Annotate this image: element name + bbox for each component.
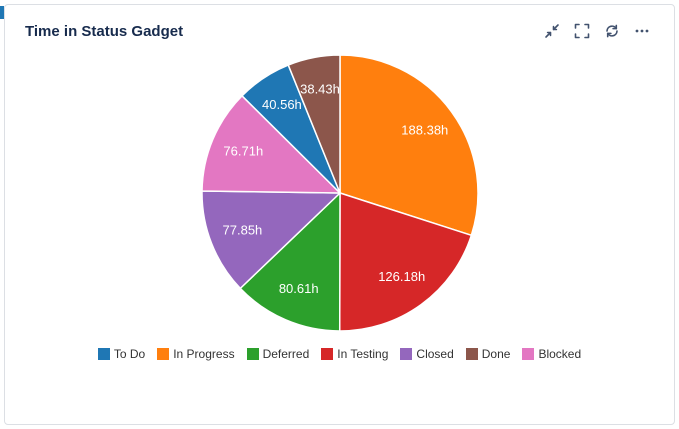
pie-slice-value-in-progress: 188.38h (401, 123, 448, 138)
pie-slice-value-done: 38.43h (300, 81, 340, 96)
legend-swatch (157, 348, 170, 360)
legend-swatch (465, 348, 478, 360)
left-edge-accent (0, 6, 4, 19)
pie-slice-value-closed: 77.85h (222, 223, 262, 238)
pie-slice-in-testing[interactable] (338, 192, 472, 332)
fullscreen-button[interactable] (570, 21, 594, 41)
pie-slice-value-blocked: 76.71h (223, 144, 263, 159)
legend-label: Done (481, 347, 511, 361)
legend-item-to-do[interactable]: To Do (97, 347, 146, 361)
legend-item-in-testing[interactable]: In Testing (321, 347, 388, 361)
legend-swatch (400, 348, 413, 360)
refresh-icon (604, 23, 620, 39)
pie-slice-in-progress[interactable] (338, 54, 479, 237)
legend-swatch (522, 348, 535, 360)
legend-label: Blocked (538, 347, 582, 361)
chart-legend: To Do In Progress Deferred In Testing Closed… (97, 347, 581, 361)
more-menu-button[interactable] (630, 21, 654, 41)
header-actions (540, 21, 654, 41)
pie-slice-value-deferred: 80.61h (278, 281, 318, 296)
pie-chart: 188.38h 126.18h 80.61h 77.85h 76.71h 40.56h38… (200, 54, 479, 332)
legend-item-done[interactable]: Done (465, 347, 511, 361)
legend-label: Deferred (262, 347, 310, 361)
pie-slice-blocked[interactable] (200, 95, 341, 194)
pie-slice-value-to-do: 40.56h (262, 97, 302, 112)
legend-item-in-progress[interactable]: In Progress (157, 347, 235, 361)
minimize-icon (544, 23, 560, 39)
legend-label: In Testing (337, 347, 389, 361)
legend-item-blocked[interactable]: Blocked (522, 347, 581, 361)
pie-slice-done[interactable] (287, 54, 341, 194)
legend-label: To Do (113, 347, 146, 361)
pie-chart-area: 188.38h 126.18h 80.61h 77.85h 76.71h 40.56h 38… (5, 43, 674, 361)
legend-label: Closed (416, 347, 454, 361)
fullscreen-icon (574, 23, 590, 39)
legend-swatch (97, 348, 110, 360)
legend-swatch (321, 348, 334, 360)
refresh-button[interactable] (600, 21, 624, 41)
pie-slice-deferred[interactable] (239, 192, 341, 332)
minimize-button[interactable] (540, 21, 564, 41)
pie-slice-value-in-testing: 126.18h (378, 269, 425, 284)
gadget-header: Time in Status Gadget (5, 5, 674, 41)
gadget-card: Time in Status Gadget (4, 4, 675, 425)
ellipsis-icon (634, 23, 650, 39)
legend-swatch (246, 348, 259, 360)
page-title: Time in Status Gadget (25, 22, 184, 40)
legend-item-closed[interactable]: Closed (400, 347, 454, 361)
pie-slice-closed[interactable] (200, 190, 341, 290)
legend-label: In Progress (173, 347, 235, 361)
legend-item-deferred[interactable]: Deferred (246, 347, 310, 361)
